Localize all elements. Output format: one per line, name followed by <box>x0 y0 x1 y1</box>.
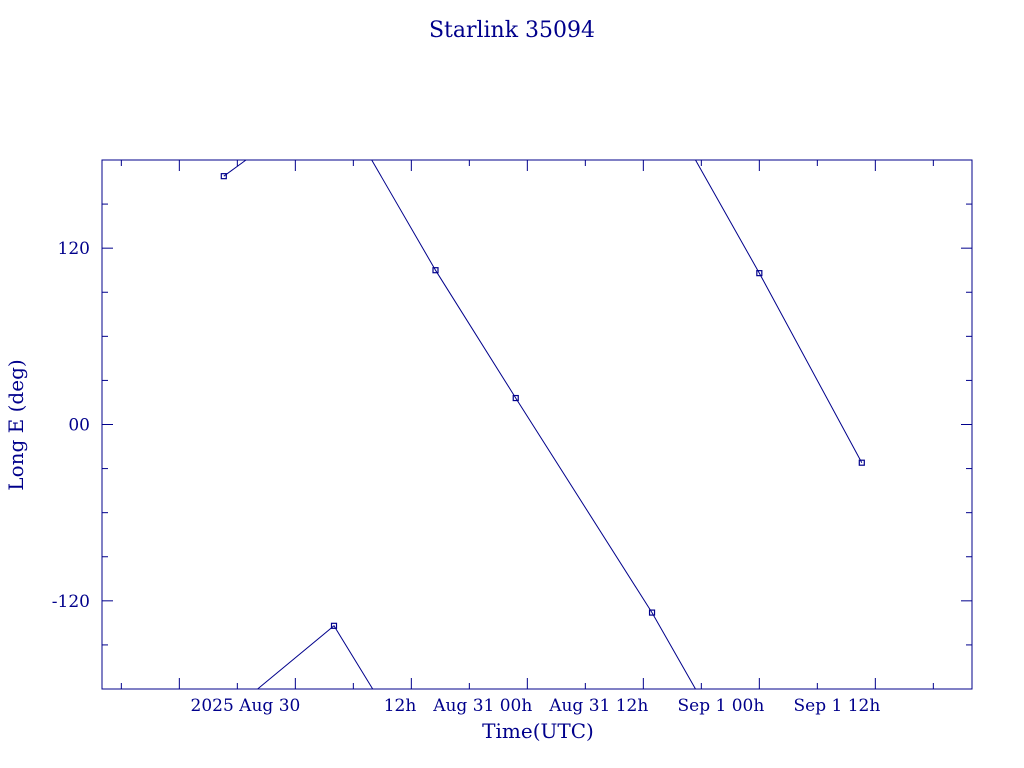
x-axis-label: Time(UTC) <box>482 719 594 743</box>
axis-ticks <box>102 160 972 689</box>
track-segment <box>695 159 863 463</box>
data-lines <box>223 159 863 690</box>
data-markers <box>220 173 865 629</box>
data-point <box>432 267 439 274</box>
y-tick-label: -120 <box>52 592 90 612</box>
y-tick-label: 00 <box>68 416 90 436</box>
tick-labels: 2025 Aug 30 12h Aug 31 00h Aug 31 12h Sep 1 … <box>52 239 881 716</box>
x-tick-label: Sep 1 00h <box>678 696 765 716</box>
y-axis-label: Long E (deg) <box>4 359 28 490</box>
chart-title: Starlink 35094 <box>429 18 595 43</box>
x-tick-label: Aug 31 00h <box>432 696 532 716</box>
y-tick-label: 120 <box>58 239 90 259</box>
x-tick-label: Aug 31 12h <box>548 696 648 716</box>
x-tick-label: 2025 Aug 30 <box>191 696 301 716</box>
track-segment <box>257 625 374 690</box>
x-tick-label: 12h <box>384 696 417 716</box>
data-point <box>512 394 519 402</box>
data-point <box>648 609 656 616</box>
data-point <box>858 459 865 466</box>
data-point <box>220 173 227 180</box>
x-tick-label: Sep 1 12h <box>794 696 881 716</box>
data-point <box>330 622 338 629</box>
track-segment <box>223 159 247 177</box>
track-segment <box>371 159 696 690</box>
data-point <box>756 270 763 277</box>
